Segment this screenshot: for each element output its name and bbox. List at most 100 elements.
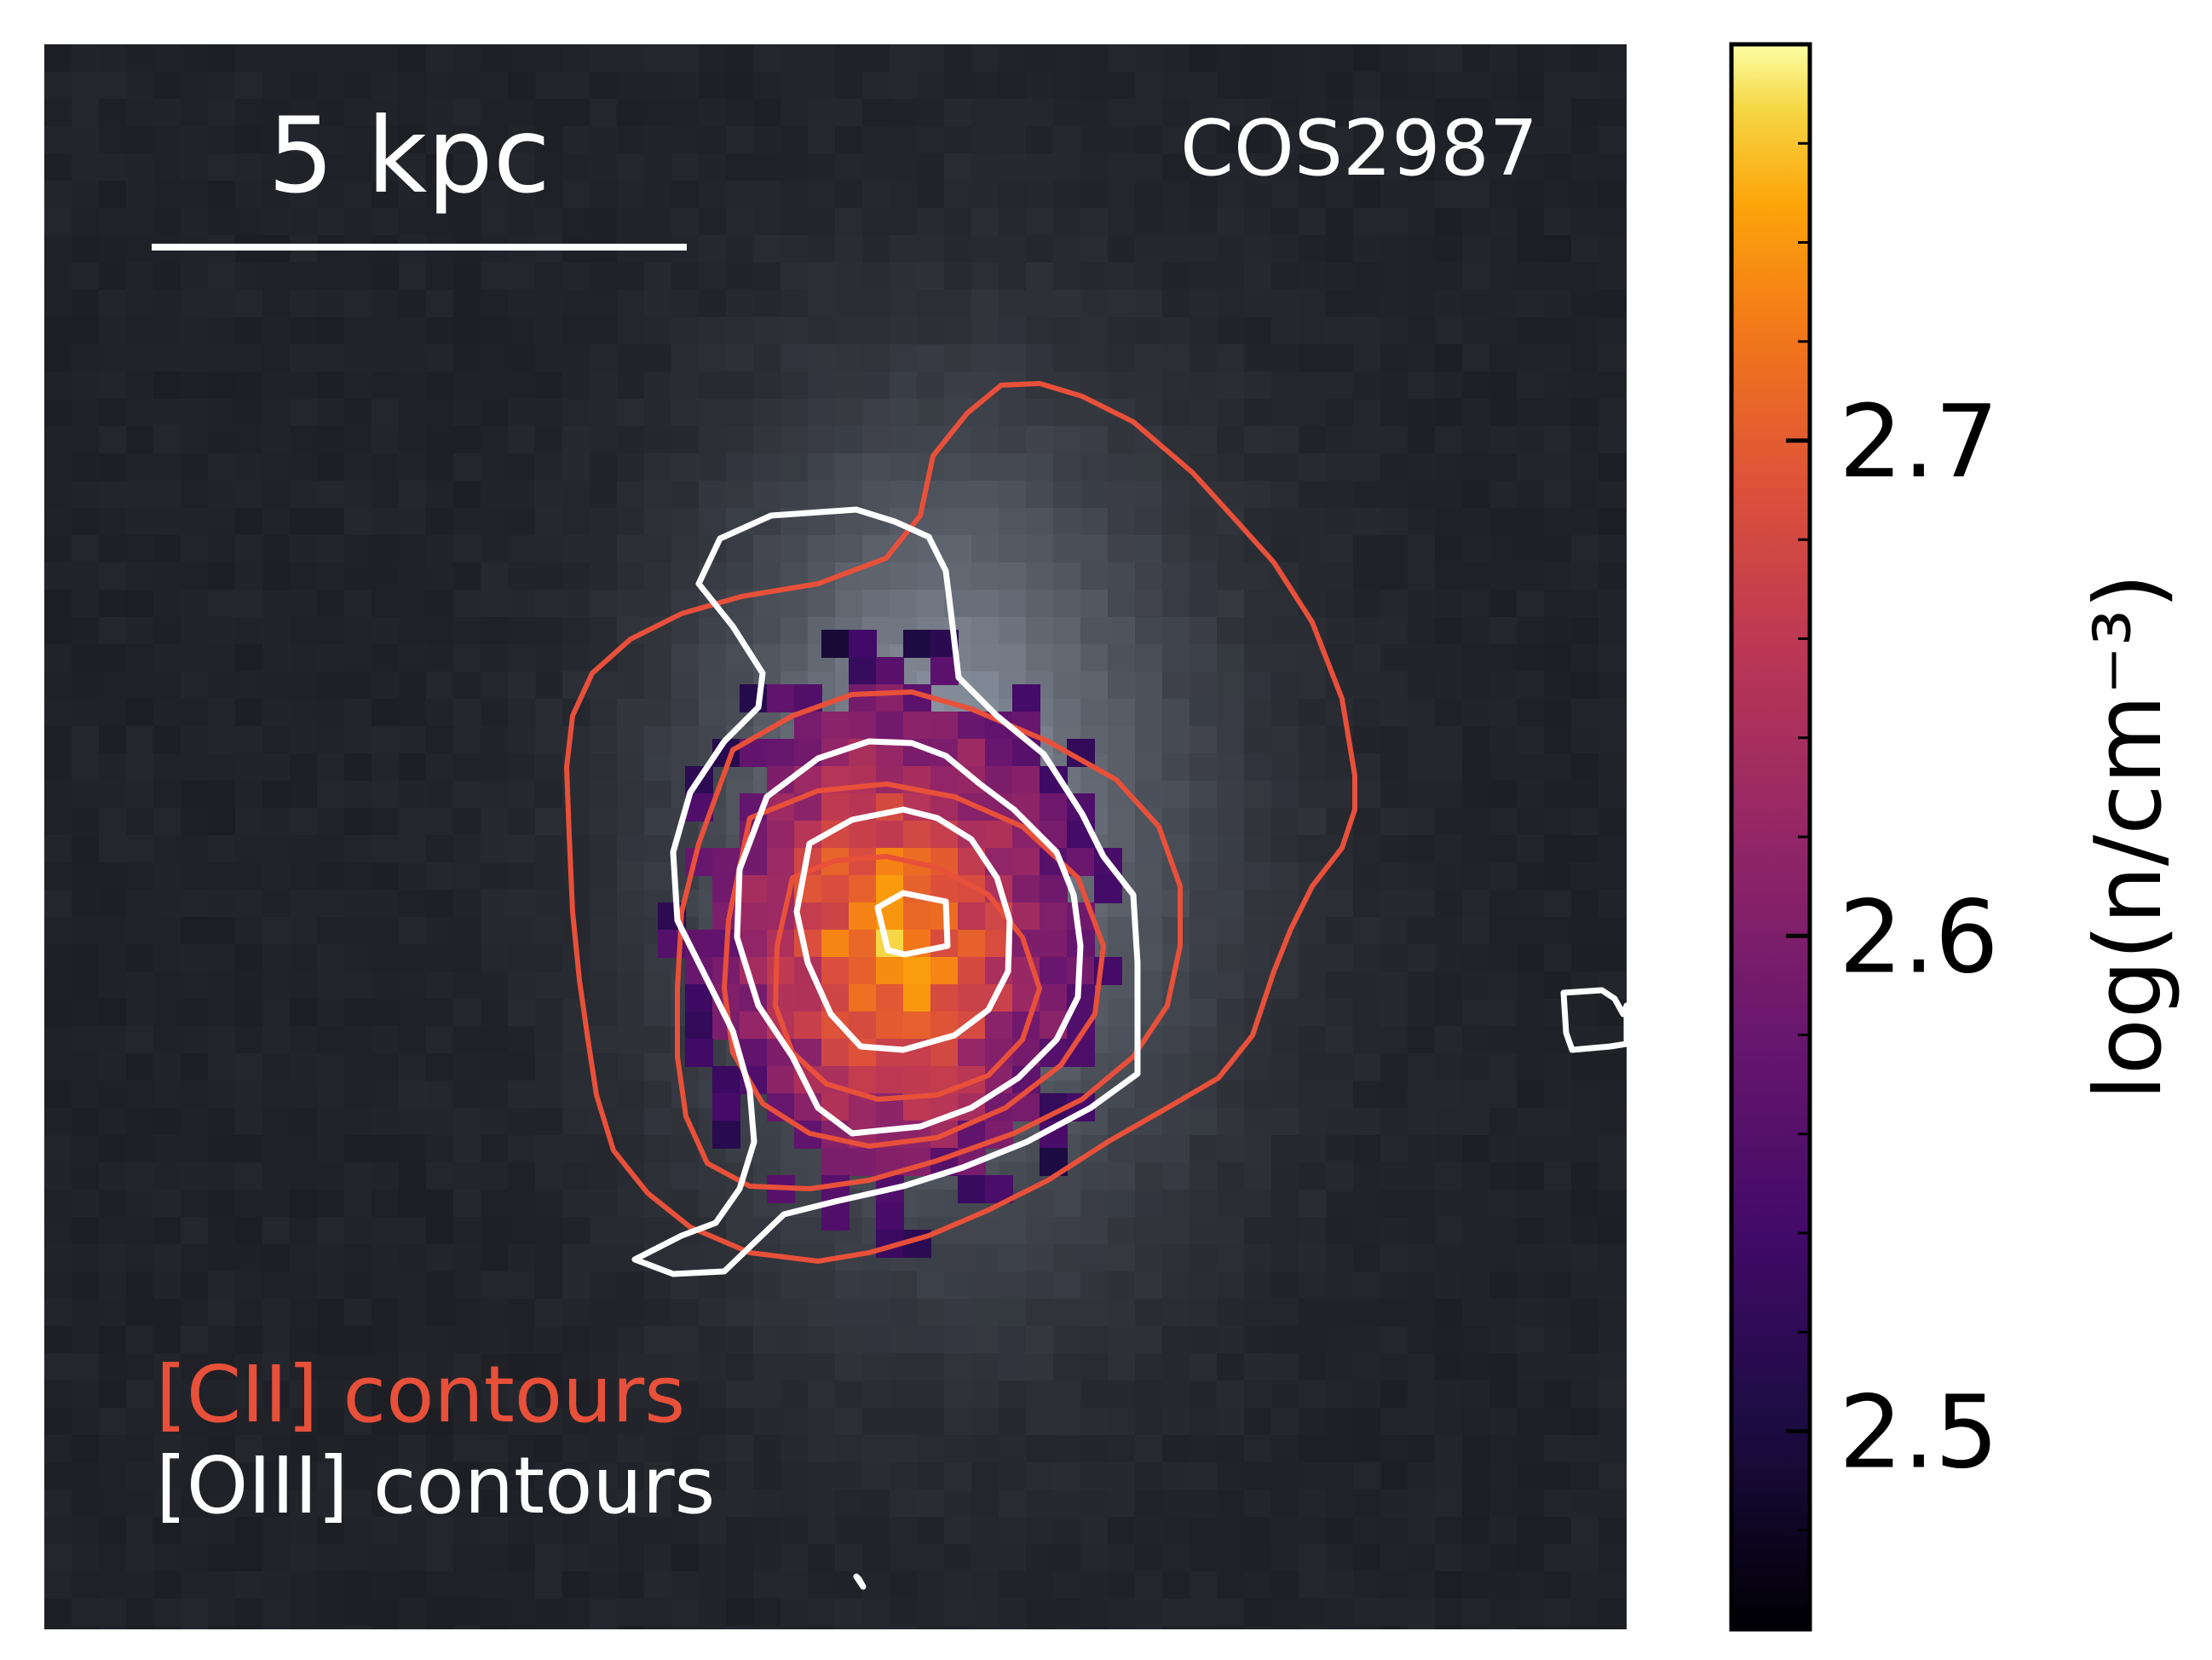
background-pixel (1053, 590, 1081, 618)
background-pixel (1108, 644, 1136, 672)
background-pixel (181, 753, 209, 781)
background-pixel (781, 1435, 809, 1463)
background-pixel (1599, 1462, 1627, 1490)
background-pixel (344, 72, 372, 100)
background-pixel (1517, 1571, 1545, 1599)
background-pixel (1244, 1408, 1272, 1436)
background-pixel (317, 1326, 345, 1354)
background-pixel (1517, 1380, 1545, 1409)
background-pixel (1599, 235, 1627, 263)
background-pixel (1626, 1299, 1627, 1327)
background-pixel (890, 1517, 918, 1545)
background-pixel (1435, 1435, 1463, 1463)
background-pixel (1053, 481, 1081, 509)
background-pixel (1380, 1190, 1408, 1218)
background-pixel (535, 1081, 563, 1109)
background-pixel (235, 290, 263, 318)
background-pixel (1517, 835, 1545, 863)
background-pixel (1080, 671, 1109, 700)
background-pixel (153, 181, 181, 209)
background-pixel (317, 726, 345, 754)
background-pixel (481, 1599, 509, 1627)
background-pixel (508, 1544, 536, 1572)
background-pixel (1571, 453, 1599, 481)
background-pixel (1271, 1435, 1299, 1463)
background-pixel (1162, 481, 1190, 509)
background-pixel (1053, 1326, 1081, 1354)
background-pixel (1135, 1380, 1163, 1409)
background-pixel (181, 1081, 209, 1109)
background-pixel (181, 999, 209, 1027)
background-pixel (1599, 1435, 1627, 1463)
background-pixel (508, 481, 536, 509)
background-pixel (535, 535, 563, 563)
background-pixel (699, 1326, 727, 1354)
background-pixel (1190, 971, 1218, 1000)
background-pixel (590, 644, 618, 672)
background-pixel (262, 1053, 291, 1081)
background-pixel (208, 344, 236, 372)
background-pixel (1326, 699, 1354, 727)
background-pixel (1190, 726, 1218, 754)
background-pixel (617, 1408, 645, 1436)
background-pixel (1190, 290, 1218, 318)
background-pixel (617, 1026, 645, 1054)
background-pixel (1244, 1053, 1272, 1081)
background-pixel (372, 1053, 400, 1081)
density-pixel (985, 739, 1013, 767)
background-pixel (399, 372, 427, 400)
background-pixel (890, 99, 918, 127)
background-pixel (808, 44, 836, 72)
background-pixel (72, 1244, 100, 1272)
background-pixel (1299, 1135, 1327, 1163)
background-pixel (1435, 781, 1463, 809)
background-pixel (1271, 153, 1299, 182)
background-pixel (1435, 1217, 1463, 1245)
background-pixel (1462, 1135, 1490, 1163)
background-pixel (890, 1408, 918, 1436)
background-pixel (153, 1217, 181, 1245)
background-pixel (1162, 1544, 1190, 1572)
background-pixel (1190, 235, 1218, 263)
background-pixel (372, 671, 400, 700)
background-pixel (1026, 1217, 1054, 1245)
background-pixel (1462, 1217, 1490, 1245)
background-pixel (1244, 644, 1272, 672)
background-pixel (1599, 1271, 1627, 1300)
background-pixel (535, 1162, 563, 1190)
background-pixel (1026, 44, 1054, 72)
background-pixel (644, 1135, 672, 1163)
background-pixel (535, 999, 563, 1027)
colorbar-tick-labels: 2.52.62.7 (1839, 383, 1999, 1491)
background-pixel (235, 1517, 263, 1545)
background-pixel (208, 1380, 236, 1409)
background-pixel (508, 126, 536, 154)
background-pixel (99, 1462, 127, 1490)
background-pixel (235, 508, 263, 536)
background-pixel (1380, 1135, 1408, 1163)
background-pixel (1489, 399, 1518, 427)
background-pixel (862, 590, 890, 618)
background-pixel (181, 153, 209, 182)
background-pixel (1380, 453, 1408, 481)
background-pixel (508, 1380, 536, 1409)
background-pixel (808, 290, 836, 318)
background-pixel (535, 72, 563, 100)
background-pixel (781, 208, 809, 236)
background-pixel (890, 181, 918, 209)
background-pixel (890, 208, 918, 236)
background-pixel (44, 290, 72, 318)
background-pixel (562, 1053, 590, 1081)
background-pixel (44, 181, 72, 209)
background-pixel (835, 235, 863, 263)
background-pixel (344, 372, 372, 400)
background-pixel (1408, 290, 1436, 318)
background-pixel (508, 426, 536, 454)
background-pixel (1053, 1517, 1081, 1545)
background-pixel (1080, 453, 1109, 481)
oiii-contour-6 (853, 1573, 867, 1590)
background-pixel (453, 1380, 481, 1409)
background-pixel (181, 99, 209, 127)
background-pixel (1599, 399, 1627, 427)
background-pixel (290, 1353, 318, 1381)
